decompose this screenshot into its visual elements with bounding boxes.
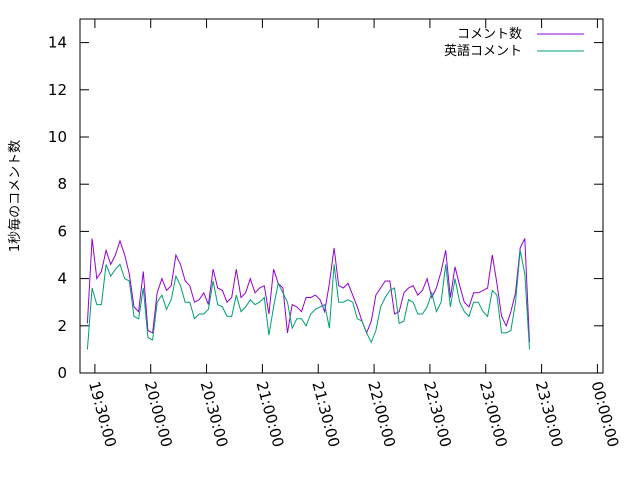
y-axis-label: 1秒毎のコメント数	[7, 140, 23, 252]
x-tick-label: 20:30:00	[197, 379, 232, 449]
y-tick-label: 4	[57, 270, 67, 288]
x-tick-label: 20:00:00	[141, 379, 176, 449]
x-tick-label: 21:00:00	[253, 379, 288, 449]
y-tick-label: 6	[57, 222, 67, 240]
series-layer	[86, 238, 530, 350]
x-tick-label: 21:30:00	[308, 379, 343, 449]
y-tick-label: 10	[48, 128, 67, 146]
x-tick-label: 00:00:00	[588, 379, 623, 449]
x-tick-label: 22:30:00	[420, 379, 455, 449]
x-tick-label: 22:00:00	[364, 379, 399, 449]
legend-label: 英語コメント	[444, 43, 522, 59]
x-tick-label: 23:30:00	[532, 379, 567, 449]
y-tick-label: 12	[48, 81, 67, 99]
series-line-2	[86, 250, 530, 350]
y-tick-label: 8	[57, 175, 67, 193]
x-axis: 19:30:00 20:00:00 20:30:00 21:00:00 21:30:00…	[85, 19, 622, 449]
y-tick-label: 14	[48, 34, 67, 52]
x-tick-label: 19:30:00	[85, 379, 120, 449]
y-tick-label: 2	[57, 317, 67, 335]
legend-label: コメント数	[457, 27, 522, 42]
y-axis: 0 2 4 6 8 10 12 14	[48, 34, 603, 382]
series-line-1	[86, 238, 530, 343]
y-tick-label: 0	[57, 364, 67, 382]
plot-frame	[79, 18, 604, 374]
x-tick-label: 23:00:00	[476, 379, 511, 449]
